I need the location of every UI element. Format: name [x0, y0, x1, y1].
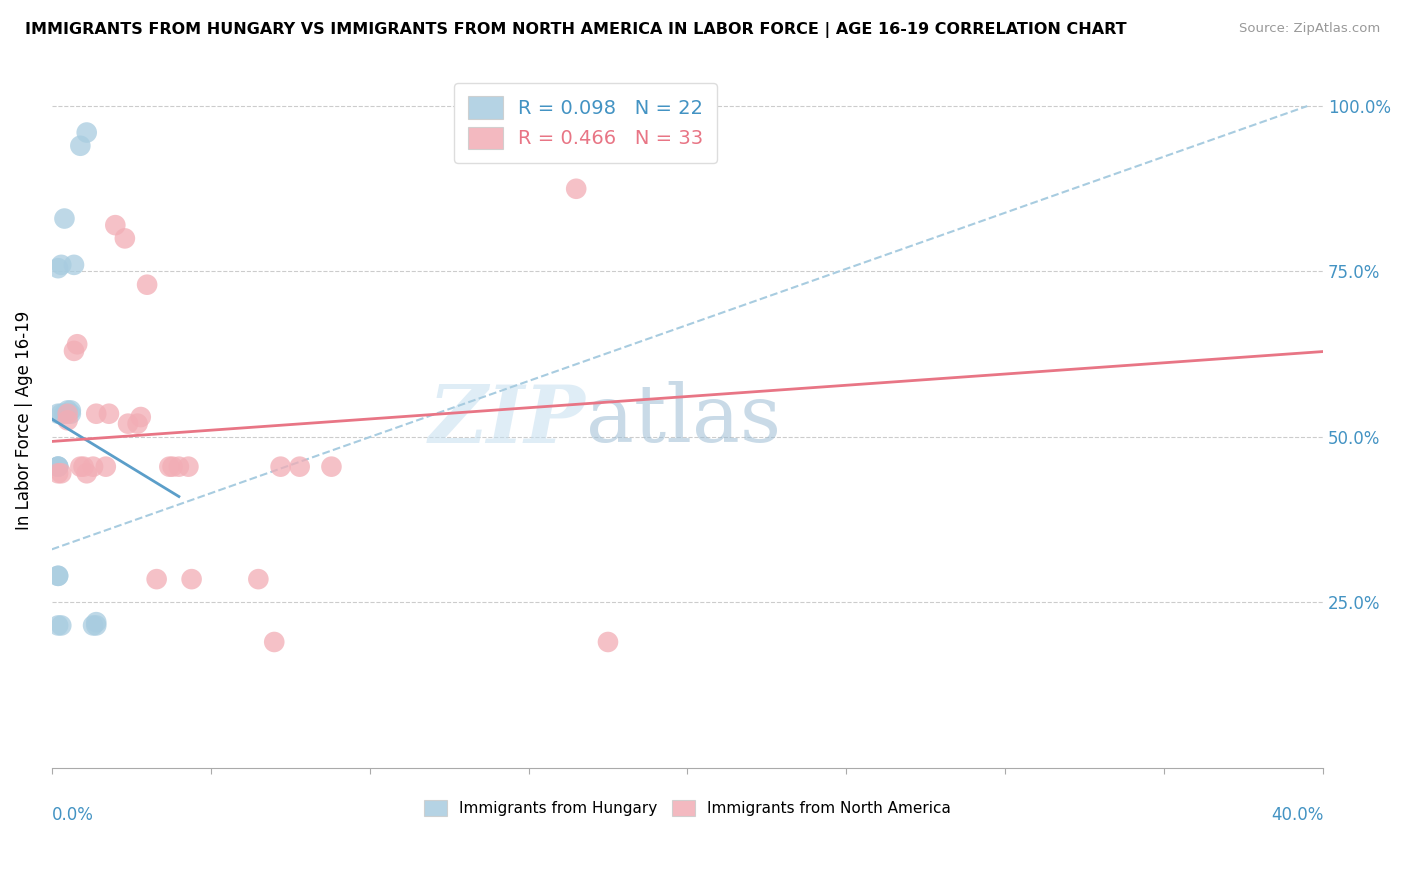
- Text: ZIP: ZIP: [429, 382, 586, 459]
- Point: [321, 459, 343, 474]
- Point: [180, 572, 202, 586]
- Point: [596, 635, 619, 649]
- Point: [63, 258, 86, 272]
- Text: 40.0%: 40.0%: [1271, 805, 1323, 824]
- Point: [136, 277, 159, 292]
- Point: [56, 403, 79, 417]
- Point: [69, 459, 91, 474]
- Text: Source: ZipAtlas.com: Source: ZipAtlas.com: [1240, 22, 1381, 36]
- Point: [51, 618, 73, 632]
- Point: [53, 211, 76, 226]
- Y-axis label: In Labor Force | Age 16-19: In Labor Force | Age 16-19: [15, 310, 32, 530]
- Point: [157, 459, 180, 474]
- Point: [46, 569, 69, 583]
- Point: [63, 343, 86, 358]
- Point: [82, 459, 104, 474]
- Point: [288, 459, 311, 474]
- Text: 0.0%: 0.0%: [52, 805, 94, 824]
- Point: [51, 258, 73, 272]
- Legend: Immigrants from Hungary, Immigrants from North America: Immigrants from Hungary, Immigrants from…: [418, 795, 957, 822]
- Point: [46, 261, 69, 276]
- Point: [177, 459, 200, 474]
- Point: [53, 407, 76, 421]
- Point: [51, 407, 73, 421]
- Point: [76, 126, 98, 140]
- Text: atlas: atlas: [586, 382, 780, 459]
- Point: [76, 467, 98, 481]
- Point: [84, 615, 107, 629]
- Point: [59, 403, 82, 417]
- Point: [114, 231, 136, 245]
- Point: [167, 459, 190, 474]
- Text: IMMIGRANTS FROM HUNGARY VS IMMIGRANTS FROM NORTH AMERICA IN LABOR FORCE | AGE 16: IMMIGRANTS FROM HUNGARY VS IMMIGRANTS FR…: [25, 22, 1128, 38]
- Point: [69, 138, 91, 153]
- Point: [46, 459, 69, 474]
- Point: [533, 119, 555, 133]
- Point: [59, 407, 82, 421]
- Point: [97, 407, 120, 421]
- Point: [162, 459, 184, 474]
- Point: [263, 635, 285, 649]
- Point: [82, 618, 104, 632]
- Point: [46, 459, 69, 474]
- Point: [46, 459, 69, 474]
- Point: [72, 459, 94, 474]
- Point: [51, 467, 73, 481]
- Point: [129, 410, 152, 425]
- Point: [270, 459, 292, 474]
- Point: [127, 417, 149, 431]
- Point: [46, 407, 69, 421]
- Point: [56, 407, 79, 421]
- Point: [84, 618, 107, 632]
- Point: [247, 572, 270, 586]
- Point: [46, 569, 69, 583]
- Point: [117, 417, 139, 431]
- Point: [145, 572, 167, 586]
- Point: [104, 218, 127, 232]
- Point: [84, 407, 107, 421]
- Point: [66, 337, 89, 351]
- Point: [56, 413, 79, 427]
- Point: [46, 467, 69, 481]
- Point: [565, 182, 588, 196]
- Point: [94, 459, 117, 474]
- Point: [46, 618, 69, 632]
